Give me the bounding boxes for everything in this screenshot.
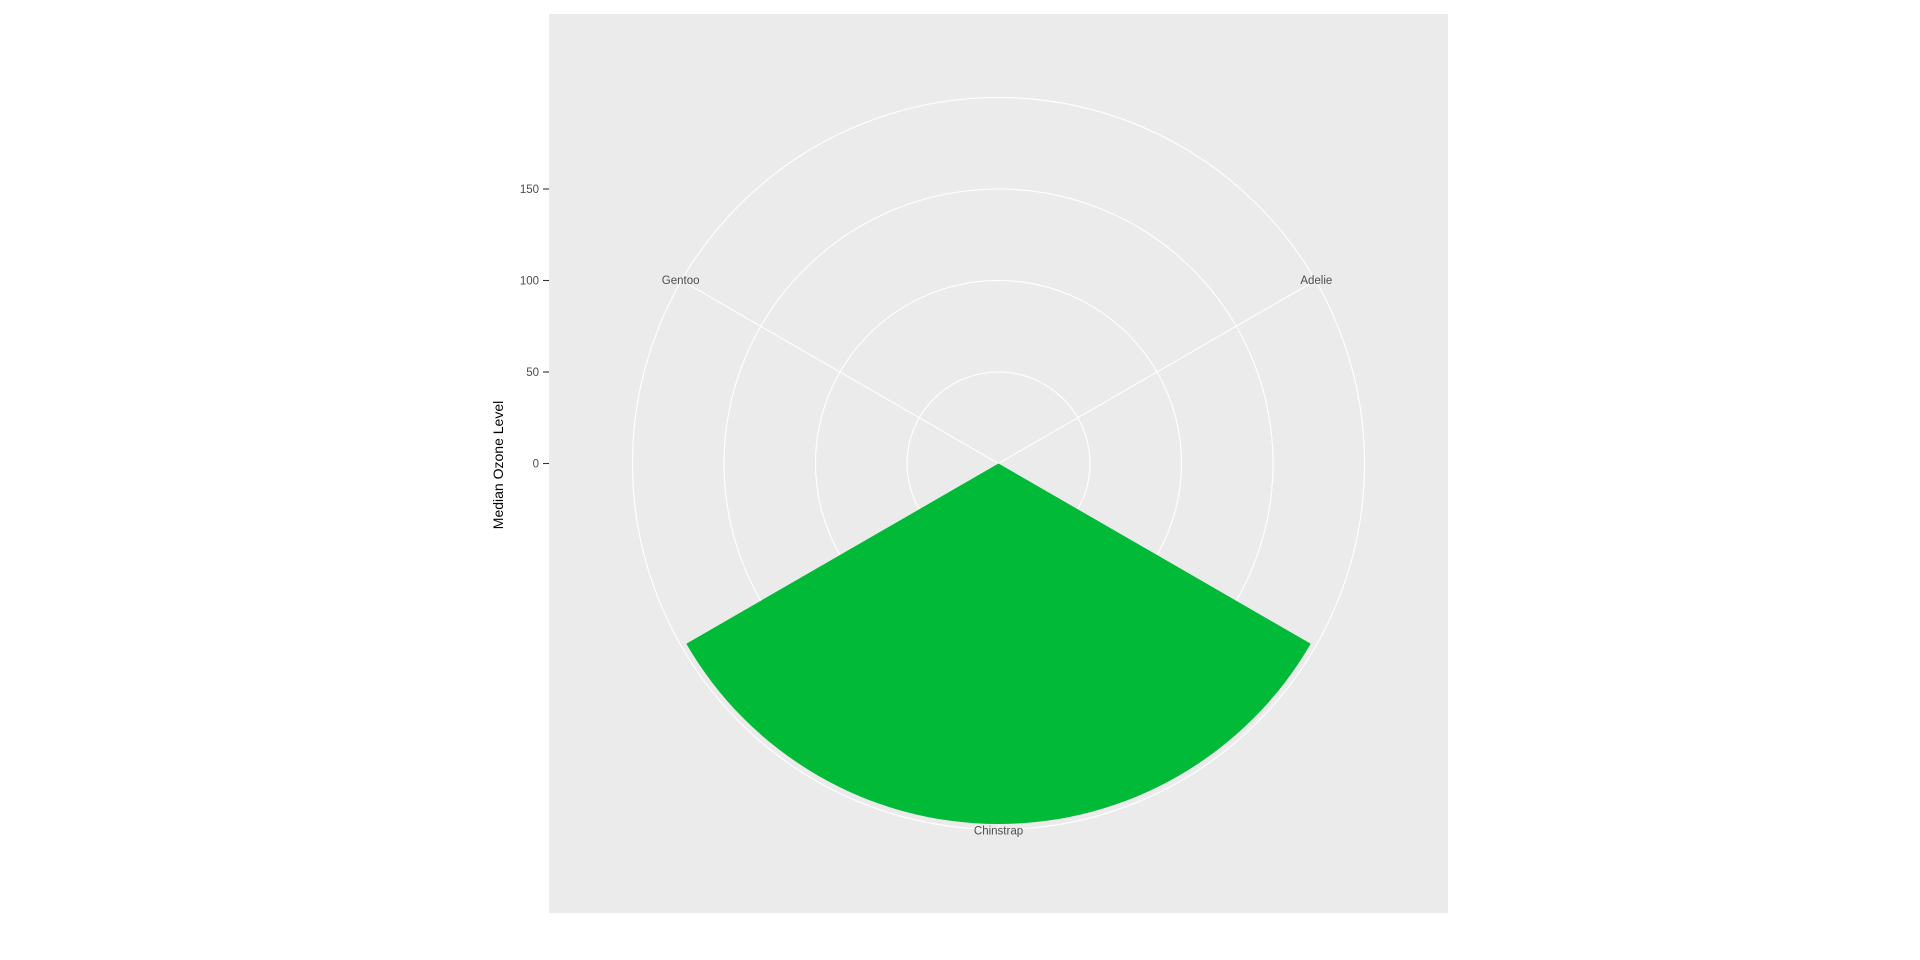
grid-spoke (681, 280, 999, 464)
category-label-chinstrap: Chinstrap (974, 826, 1023, 838)
y-axis-title: Median Ozone Level (490, 401, 506, 529)
grid-spoke (998, 280, 1316, 464)
y-tick-label: 150 (520, 184, 539, 196)
bars (686, 463, 1311, 825)
category-labels: Adelie Chinstrap Gentoo (662, 275, 1333, 838)
bar-chinstrap (686, 463, 1311, 825)
y-tick-label: 50 (526, 367, 539, 379)
category-label-adelie: Adelie (1300, 275, 1332, 287)
category-label-gentoo: Gentoo (662, 275, 700, 287)
y-tick-label: 100 (520, 276, 539, 288)
y-tick-label: 0 (533, 459, 539, 471)
y-axis: 0 50 100 150 (520, 184, 549, 471)
